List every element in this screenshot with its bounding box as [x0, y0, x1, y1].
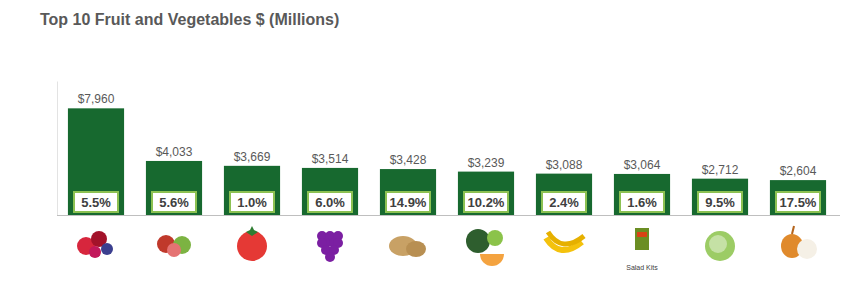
bar [146, 161, 202, 215]
icon-part [466, 229, 490, 253]
change-box [386, 192, 430, 212]
produce-icon [317, 231, 343, 262]
y-axis [57, 82, 840, 216]
bars [68, 108, 826, 215]
icon-part [246, 226, 258, 236]
x-axis: Salad Kits [626, 264, 658, 271]
icon-part [89, 246, 101, 258]
bar [614, 174, 670, 215]
value-label: $3,669 [234, 150, 271, 164]
icon-part [480, 254, 504, 266]
chart-svg: Top 10 Fruit and Vegetables $ (Millions)… [0, 0, 850, 306]
bar [302, 168, 358, 215]
value-label: $3,088 [546, 158, 583, 172]
produce-icon [781, 226, 817, 259]
change-label: 2.4% [549, 195, 579, 210]
change-label: 5.6% [159, 195, 189, 210]
change-box [542, 192, 586, 212]
y-axis-line [57, 82, 58, 216]
bar [380, 169, 436, 215]
y-tick [57, 215, 840, 216]
icon-part [487, 230, 503, 246]
produce-icon [389, 236, 426, 257]
icons [77, 226, 817, 266]
change-label: 5.5% [81, 195, 111, 210]
change-box [620, 192, 664, 212]
change-label: 1.6% [627, 195, 657, 210]
bar [692, 179, 748, 215]
bar [224, 166, 280, 215]
bar [68, 108, 124, 215]
change-label: 1.0% [237, 195, 267, 210]
produce-icon [705, 231, 735, 261]
change-box [776, 192, 820, 212]
value-label: $2,712 [702, 163, 739, 177]
baseline-grid [57, 215, 840, 216]
value-label: $7,960 [78, 92, 115, 106]
x-tick: Salad Kits [626, 264, 658, 271]
icon-part [709, 235, 727, 253]
change-box [152, 192, 196, 212]
value-label: $3,514 [312, 152, 349, 166]
icon-part [792, 226, 794, 234]
icon-part [167, 243, 181, 257]
icon-part [406, 241, 426, 257]
value-label: $3,428 [390, 153, 427, 167]
value-label: $4,033 [156, 145, 193, 159]
change-box [698, 192, 742, 212]
change-box [230, 192, 274, 212]
icon-part [548, 232, 584, 244]
bar [458, 172, 514, 215]
icon-part [637, 232, 647, 237]
change-label: 10.2% [468, 195, 505, 210]
value-label: $3,064 [624, 158, 661, 172]
icon-part [635, 228, 649, 250]
labels: $7,960 $4,033 $3,669 $3,514 $3,428 $3,239 $3,0… [74, 92, 820, 212]
change-label: 17.5% [780, 195, 817, 210]
value-label: $2,604 [780, 164, 817, 178]
produce-icon [635, 228, 649, 250]
change-box [74, 192, 118, 212]
produce-icon [77, 231, 113, 258]
value-label: $3,239 [468, 156, 505, 170]
change-label: 14.9% [390, 195, 427, 210]
bar [536, 174, 592, 215]
icon-part [797, 239, 817, 259]
change-box [464, 192, 508, 212]
chart-title: Top 10 Fruit and Vegetables $ (Millions) [40, 11, 339, 28]
icon-part [325, 252, 335, 262]
change-label: 9.5% [705, 195, 735, 210]
change-label: 6.0% [315, 195, 345, 210]
bar [770, 180, 826, 215]
produce-icon [237, 226, 267, 261]
icon-part [705, 231, 735, 261]
produce-icon [157, 235, 191, 257]
icon-part [101, 243, 113, 255]
chart-container: Top 10 Fruit and Vegetables $ (Millions)… [0, 0, 850, 306]
x-tick-label: Salad Kits [626, 264, 658, 271]
produce-icon [546, 232, 584, 250]
change-box [308, 192, 352, 212]
produce-icon [466, 229, 504, 266]
